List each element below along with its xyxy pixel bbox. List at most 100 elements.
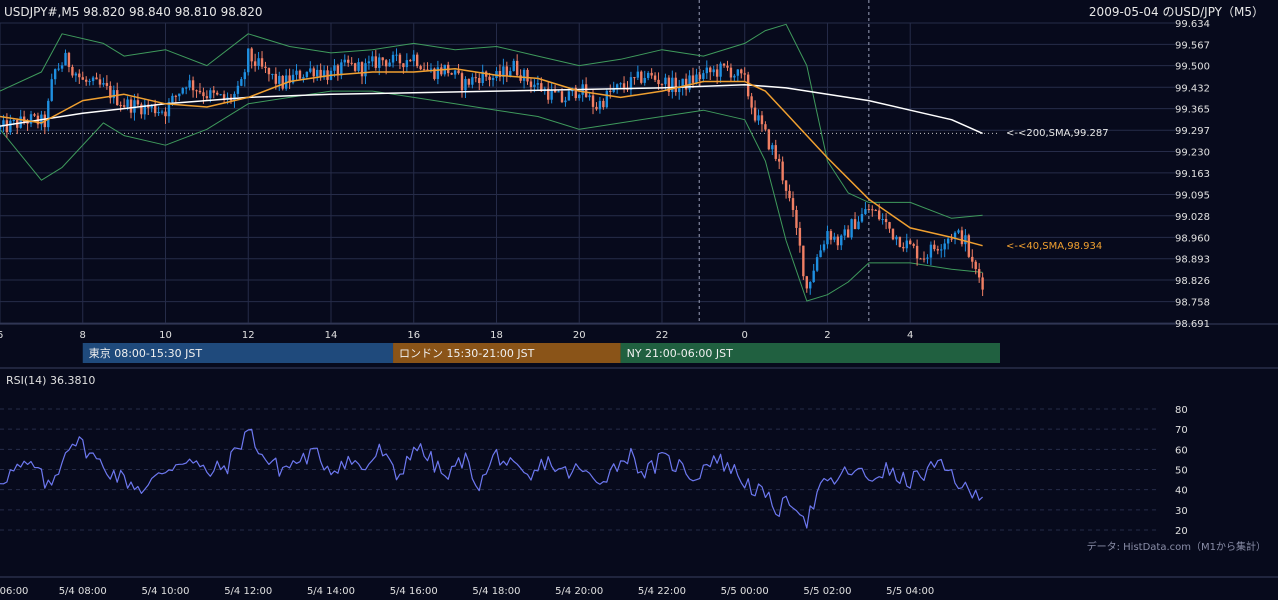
candle-body (946, 238, 950, 244)
candle-body (112, 90, 115, 99)
candle-body (740, 69, 743, 74)
candle-body (336, 65, 340, 76)
candle-body (509, 71, 512, 77)
rsi-area (0, 428, 984, 529)
candle-body (478, 77, 481, 84)
candle-body (598, 100, 602, 110)
rsi-x-tick-label: 5/4 14:00 (307, 586, 355, 597)
candle-body (877, 210, 881, 220)
candle-body (729, 67, 733, 78)
price-x-tick-label: 6 (0, 330, 3, 341)
candle-body (436, 67, 440, 79)
candle-body (795, 209, 798, 228)
candle-body (733, 75, 736, 78)
rsi-y-tick-label: 20 (1175, 526, 1188, 537)
candle-body (560, 91, 564, 103)
candle-body (253, 61, 257, 66)
candle-body (457, 70, 460, 74)
candle-body (547, 88, 550, 100)
candle-body (440, 67, 443, 75)
price-y-tick-label: 99.297 (1175, 126, 1210, 137)
candle-body (967, 235, 971, 257)
candle-body (347, 59, 350, 63)
candle-body (22, 116, 26, 122)
candle-body (381, 57, 384, 61)
candle-body (136, 100, 140, 105)
candle-body (78, 73, 81, 78)
candle-body (402, 63, 405, 68)
candle-body (312, 68, 315, 77)
candle-body (12, 120, 15, 122)
session-block (620, 343, 1000, 363)
session-label: ロンドン 15:30-21:00 JST (399, 347, 535, 360)
rsi-y-tick-label: 40 (1175, 486, 1188, 497)
candle-body (216, 92, 219, 95)
candle-body (474, 77, 477, 79)
candle-body (153, 105, 157, 114)
candle-body (395, 54, 398, 56)
candle-body (602, 100, 605, 108)
candle-body (898, 236, 902, 247)
price-y-tick-label: 98.893 (1175, 255, 1210, 266)
candle-body (857, 221, 860, 230)
price-x-tick-label: 10 (159, 330, 172, 341)
price-x-tick-label: 16 (407, 330, 420, 341)
candle-body (778, 158, 781, 162)
candle-body (178, 93, 181, 97)
candle-body (929, 244, 933, 258)
candle-body (909, 240, 912, 245)
candle-body (715, 69, 719, 77)
session-block (393, 343, 621, 363)
rsi-y-tick-label: 70 (1175, 425, 1188, 436)
candle-body (643, 77, 646, 83)
candle-body (236, 85, 240, 94)
candle-body (243, 72, 246, 80)
candle-body (95, 77, 98, 80)
candle-body (567, 91, 571, 101)
price-y-tick-label: 98.691 (1175, 319, 1210, 330)
candle-body (2, 120, 5, 127)
candle-body (422, 69, 426, 71)
candle-body (667, 77, 671, 92)
session-block (82, 343, 394, 363)
rsi-x-tick-label: 5/5 02:00 (803, 586, 851, 597)
price-x-tick-label: 2 (824, 330, 830, 341)
candle-body (760, 115, 764, 125)
candle-body (140, 104, 143, 115)
candle-body (791, 198, 795, 210)
candle-body (29, 114, 33, 124)
candle-body (588, 95, 591, 98)
candle-body (781, 161, 784, 181)
candle-body (695, 74, 698, 83)
price-y-tick-label: 99.230 (1175, 148, 1210, 159)
price-x-tick-label: 14 (325, 330, 338, 341)
candle-body (657, 79, 660, 85)
candle-body (74, 73, 78, 76)
candle-body (319, 69, 322, 78)
candle-body (116, 90, 119, 106)
candle-body (188, 80, 191, 88)
candle-body (691, 75, 695, 83)
candle-body (488, 76, 491, 80)
candle-body (836, 236, 840, 246)
candle-body (612, 88, 615, 93)
candle-body (974, 261, 977, 270)
candle-body (247, 48, 250, 73)
candle-body (940, 249, 943, 251)
price-y-tick-label: 99.634 (1175, 19, 1210, 30)
candle-body (33, 114, 36, 116)
candle-body (833, 236, 836, 240)
candle-body (505, 66, 509, 77)
candle-body (850, 219, 853, 238)
candle-body (881, 219, 884, 221)
rsi-x-tick-label: 5/4 22:00 (638, 586, 686, 597)
candle-body (167, 102, 171, 117)
candle-body (640, 71, 643, 83)
candle-body (378, 57, 381, 68)
candle-body (453, 70, 457, 75)
price-y-tick-label: 98.826 (1175, 276, 1210, 287)
candle-body (622, 83, 626, 88)
candle-body (409, 60, 412, 62)
sma200-line (0, 83, 983, 135)
candle-body (798, 227, 802, 246)
